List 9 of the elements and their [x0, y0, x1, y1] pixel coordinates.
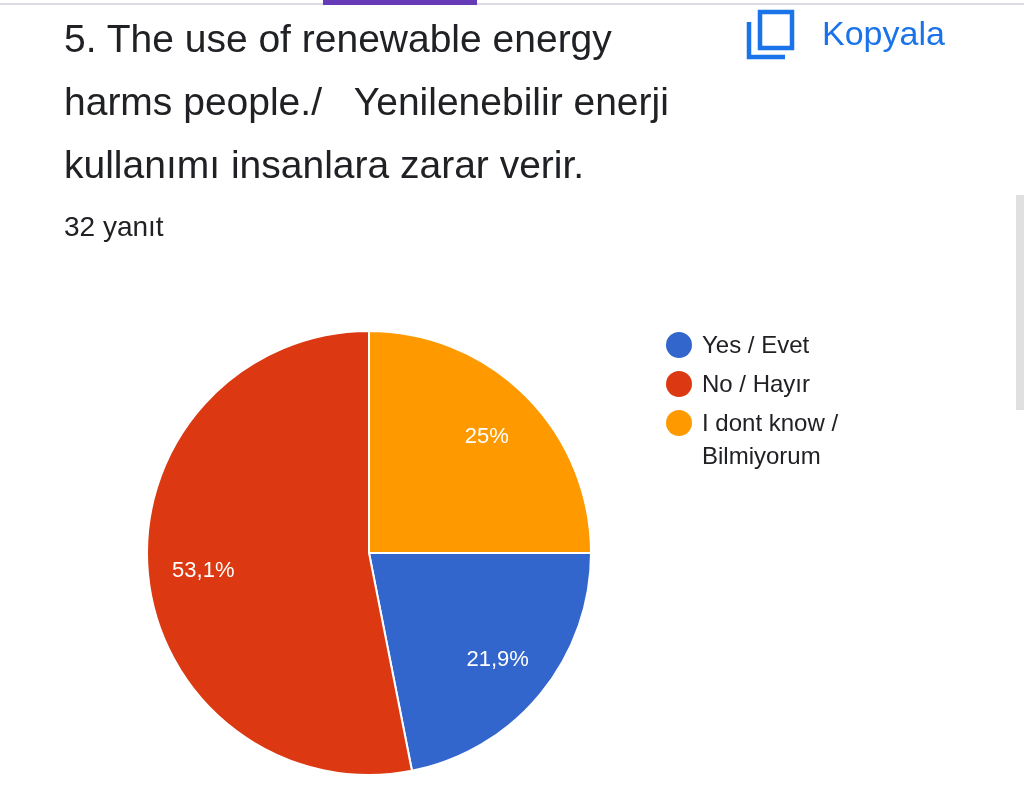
text: Kopyala	[822, 14, 945, 52]
data-label: 25%	[464, 422, 509, 448]
data-label: 21,9%	[466, 646, 529, 672]
legend-label: I dont know / Bilmiyorum	[702, 409, 839, 469]
data-label: 53,1%	[172, 556, 235, 582]
legend-label: No / Hayır	[702, 370, 811, 397]
legend-label: Yes / Evet	[702, 331, 810, 358]
chart-title: 5. The use of renewable energy harms people./ Yenilenebilir enerji kullanımı insanlara zarar verir.	[64, 17, 669, 186]
chart-subtitle: 32 yanıt	[64, 211, 164, 242]
